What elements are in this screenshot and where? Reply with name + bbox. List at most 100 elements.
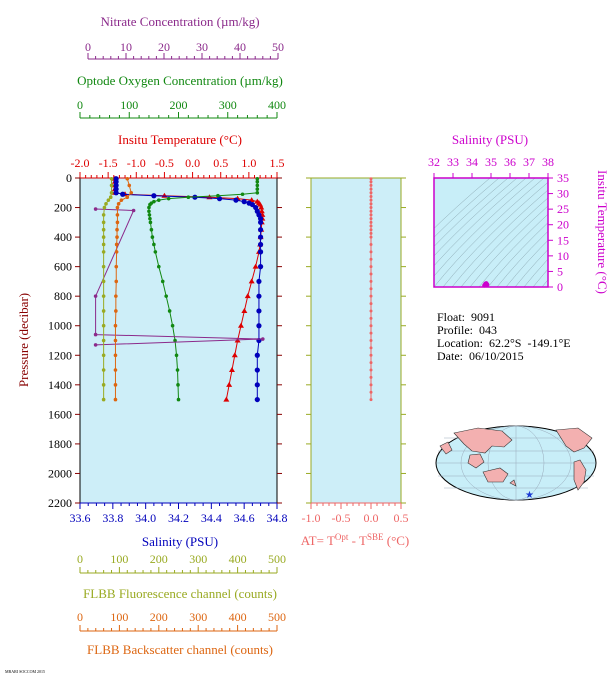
ts-salinity-tick-label: 35 [485, 155, 497, 169]
optode-point [167, 309, 172, 313]
flbb-point [115, 220, 120, 225]
salinity-point [256, 323, 262, 329]
ts-temperature-axis-label: Insitu Temperature (°C) [595, 170, 610, 294]
salinity-point [257, 227, 264, 233]
salinity-point [257, 216, 264, 222]
anomaly-point [369, 213, 373, 217]
ts-salinity-tick-label: 32 [428, 155, 440, 169]
flbb-point [114, 264, 119, 269]
flbb-point [101, 353, 106, 358]
anomaly-point [369, 235, 373, 239]
ts-temperature-tick-label: 0 [557, 280, 563, 294]
salinity-point [256, 308, 262, 314]
salinity-tick-label: 34.0 [135, 511, 156, 525]
flbb-point [101, 383, 106, 387]
fluorescence-tick-label: 300 [189, 552, 207, 566]
salinity-point [257, 234, 264, 240]
ts-temperature-tick-label: 25 [557, 202, 569, 216]
optode-point [149, 227, 154, 232]
flbb-point [115, 213, 120, 217]
fluorescence-axis-label: FLBB Fluorescence channel (counts) [83, 586, 277, 601]
anomaly-tick-label: 0.5 [394, 511, 409, 525]
salinity-point [256, 278, 262, 285]
insitu-point [231, 352, 238, 358]
flbb-point [125, 195, 130, 200]
ts-contour [496, 230, 548, 287]
salinity-point [257, 241, 264, 248]
ts-plot-area [434, 178, 548, 287]
salinity-point [233, 197, 239, 203]
ts-salinity-tick-label: 38 [542, 155, 554, 169]
backscatter-tick-label: 300 [189, 610, 207, 624]
salinity-point [113, 190, 119, 196]
pressure-tick-label: 800 [54, 289, 72, 303]
ts-salinity-tick-label: 34 [466, 155, 478, 169]
ts-contour [478, 213, 548, 287]
ts-contour [487, 222, 548, 287]
ts-temperature-tick-label: 15 [557, 233, 569, 247]
salinity-point [120, 191, 126, 197]
optode-point [173, 338, 177, 343]
optode-point [170, 323, 175, 328]
oxygen-tick-label: 0 [77, 98, 83, 112]
ts-contour [514, 249, 548, 287]
optode-point [164, 294, 168, 298]
anomaly-point [369, 331, 373, 335]
flbb-point [129, 190, 134, 195]
flbb-point [101, 279, 106, 284]
salinity-tick-label: 34.8 [267, 511, 288, 525]
anomaly-point [369, 224, 373, 228]
flbb-point [101, 250, 106, 254]
flbb-point [114, 242, 119, 247]
anomaly-point [369, 257, 373, 261]
temperature-tick-label: 1.0 [241, 156, 256, 170]
nitrate-tick-label: 30 [196, 40, 208, 54]
optode-point [175, 368, 180, 372]
oxygen-tick-label: 400 [268, 98, 286, 112]
nitrate-line [95, 208, 263, 346]
salinity-tick-label: 33.6 [70, 511, 91, 525]
anomaly-point [369, 265, 373, 269]
salinity-point [241, 199, 247, 205]
float-id: Float: 9091 [437, 310, 496, 324]
temperature-tick-label: -1.0 [127, 156, 146, 170]
ts-salinity-tick-label: 36 [504, 155, 516, 169]
salinity-point [113, 182, 119, 188]
salinity-tick-label: 33.8 [102, 511, 123, 525]
flbb-point [125, 176, 130, 181]
flbb-point [109, 176, 114, 181]
ts-contour [469, 205, 548, 287]
flbb-point [115, 235, 119, 239]
ts-salinity-axis-label: Salinity (PSU) [452, 132, 528, 147]
optode-point [157, 264, 161, 269]
flbb-point [101, 397, 106, 402]
salinity-tick-label: 34.4 [201, 511, 222, 525]
anomaly-point [369, 206, 373, 210]
flbb-point [101, 368, 106, 372]
optode-point [255, 183, 260, 188]
ts-contour [434, 178, 509, 247]
optode-point [166, 196, 171, 201]
pressure-tick-label: 600 [54, 260, 72, 274]
salinity-point [254, 382, 260, 388]
flbb-point [101, 264, 106, 269]
anomaly-tick-label: -1.0 [302, 511, 321, 525]
optode-point [255, 179, 260, 184]
flbb-point [101, 235, 106, 239]
pressure-tick-label: 1800 [48, 437, 72, 451]
insitu-point [244, 293, 251, 299]
anomaly-point [369, 302, 373, 306]
oxygen-tick-label: 300 [219, 98, 237, 112]
optode-point [150, 235, 155, 239]
oxygen-tick-label: 200 [170, 98, 188, 112]
nitrate-point [131, 208, 136, 213]
ts-temperature-tick-label: 10 [557, 249, 569, 263]
insitu-point [241, 307, 248, 313]
ts-contour [442, 181, 548, 287]
oxygen-tick-label: 100 [120, 98, 138, 112]
backscatter-tick-label: 200 [150, 610, 168, 624]
flbb-point [109, 183, 114, 188]
temperature-tick-label: -2.0 [71, 156, 90, 170]
flbb-point [114, 294, 118, 298]
optode-point [176, 397, 181, 402]
